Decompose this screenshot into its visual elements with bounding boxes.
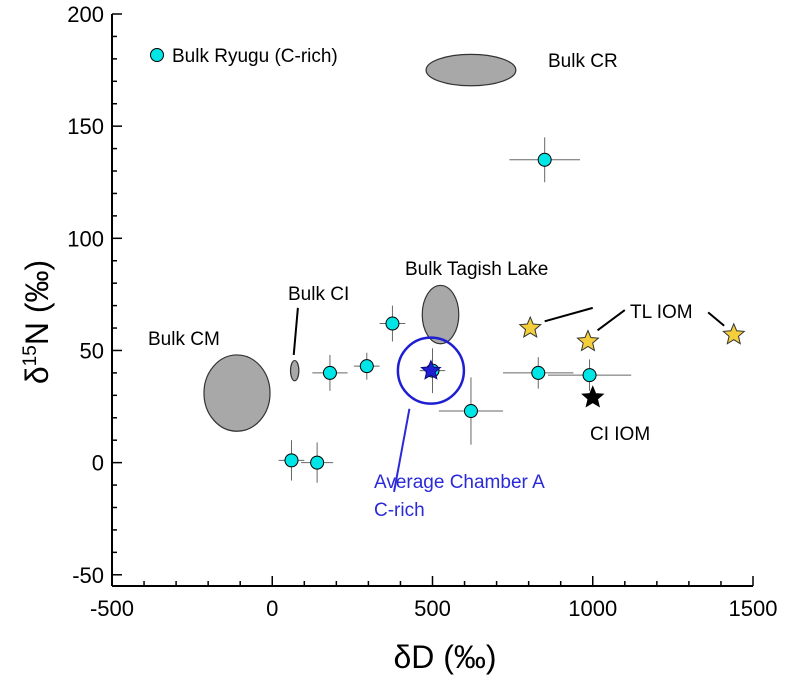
label-bulk-cr: Bulk CR <box>548 51 618 72</box>
label-average-c-rich: C-rich <box>374 500 425 521</box>
ryugu-point <box>537 152 552 167</box>
y-tick-label: 150 <box>67 114 104 139</box>
ryugu-point <box>284 453 299 468</box>
tl-iom-star <box>576 329 600 352</box>
label-bulk-tagish-lake: Bulk Tagish Lake <box>405 259 548 280</box>
legend-marker <box>150 48 164 62</box>
y-tick-label: 50 <box>80 338 104 363</box>
ci-iom-star <box>581 385 605 408</box>
data-points <box>284 152 746 470</box>
label-bulk-cm: Bulk CM <box>148 329 220 350</box>
x-tick-label: -500 <box>90 596 134 621</box>
y-axis-label: δ15N (‰) <box>19 260 55 384</box>
y-tick-label: 200 <box>67 2 104 27</box>
x-tick-label: 1500 <box>729 596 778 621</box>
label-bulk-ci: Bulk CI <box>288 284 349 305</box>
ryugu-point <box>385 316 400 331</box>
region-bulk-tagish-lake <box>421 284 460 345</box>
region-bulk-ci <box>289 359 300 382</box>
leader-lines <box>292 306 725 492</box>
region-bulk-cr <box>425 53 517 87</box>
axes <box>111 13 754 587</box>
leader-bulk-ci <box>292 307 299 356</box>
y-tick-label: -50 <box>72 563 104 588</box>
ryugu-point <box>531 365 546 380</box>
legend-label: Bulk Ryugu (C-rich) <box>172 46 338 67</box>
tl-iom-star <box>722 322 746 345</box>
label-tl-iom: TL IOM <box>630 302 693 323</box>
x-tick-label: 500 <box>414 596 451 621</box>
label-ci-iom: CI IOM <box>590 424 650 445</box>
ryugu-point <box>310 455 325 470</box>
leader-tl-iom-3 <box>707 311 725 327</box>
svg-text:δ15N (‰): δ15N (‰) <box>19 260 55 384</box>
ryugu-point <box>359 359 374 374</box>
leader-average <box>393 408 411 492</box>
tl-iom-star <box>518 315 542 338</box>
average-circle <box>396 336 466 405</box>
y-tick-label: 0 <box>92 451 104 476</box>
leader-tl-iom-2 <box>596 309 626 332</box>
label-average-chamber-a: Average Chamber A <box>374 472 545 493</box>
average-star <box>420 359 442 380</box>
ryugu-point <box>463 404 478 419</box>
x-tick-label: 1000 <box>568 596 617 621</box>
region-bulk-cm <box>203 354 271 432</box>
leader-tl-iom-1 <box>544 306 594 323</box>
ryugu-point <box>582 368 597 383</box>
y-tick-label: 100 <box>67 226 104 251</box>
average-highlight <box>396 336 466 405</box>
ryugu-point <box>322 365 337 380</box>
x-tick-label: 0 <box>266 596 278 621</box>
region-ellipses <box>203 53 517 432</box>
x-axis-label: δD (‰) <box>393 639 496 675</box>
